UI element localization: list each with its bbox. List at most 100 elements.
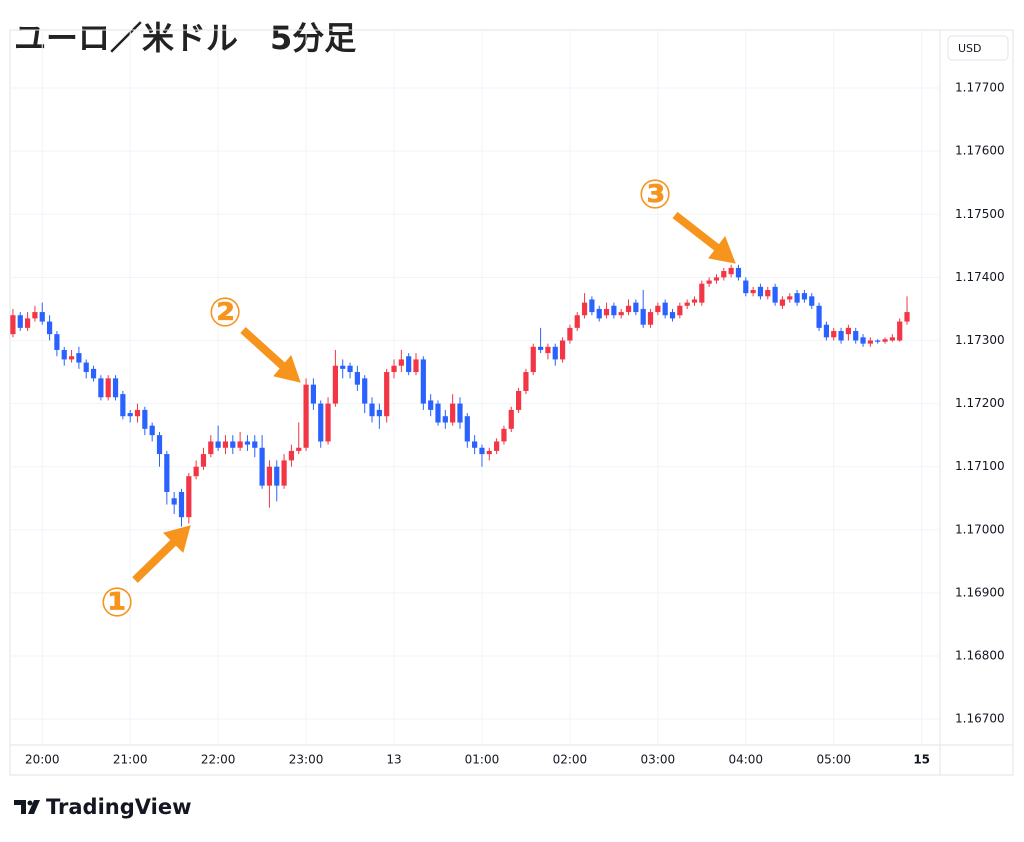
arrow-head [163, 525, 191, 553]
candle-body [61, 349, 67, 360]
candle-body [867, 340, 873, 344]
candle-body [765, 290, 771, 297]
candle-body [310, 384, 317, 404]
candle-body [823, 324, 830, 338]
candle-body [567, 327, 573, 341]
y-tick-label: 1.17000 [955, 522, 1005, 536]
candle-body [200, 454, 207, 467]
candle-body [428, 400, 434, 410]
candle-body [288, 450, 295, 461]
candle-body [156, 435, 163, 455]
candle-body [772, 286, 778, 303]
candle-body [127, 413, 133, 417]
logo-mark [14, 800, 40, 814]
x-tick-label: 20:00 [25, 753, 60, 767]
candle-body [684, 302, 690, 306]
grid [10, 30, 940, 745]
candle-body [581, 302, 588, 316]
candle-body [574, 315, 580, 328]
candle-body [523, 372, 529, 391]
candle-body [435, 403, 441, 423]
y-tick-label: 1.16700 [955, 712, 1005, 726]
candle-body [215, 441, 221, 448]
candle-body [677, 305, 683, 316]
y-tick-label: 1.17200 [955, 396, 1005, 410]
candle-body [406, 356, 412, 373]
candle-body [464, 416, 470, 442]
candle-body [845, 327, 851, 335]
y-tick-label: 1.16900 [955, 585, 1005, 599]
candle-body [259, 447, 265, 486]
candle-body [120, 394, 126, 417]
candle-body [809, 296, 815, 306]
candle-body [472, 441, 478, 448]
candle-body [32, 312, 38, 319]
candle-body [340, 365, 346, 369]
x-tick-label: 15 [913, 753, 930, 767]
y-tick-label: 1.17300 [955, 333, 1005, 347]
annotation: ③ [638, 172, 672, 218]
candle-body [90, 368, 97, 379]
candle-body [860, 337, 866, 344]
annotation: ② [208, 290, 242, 336]
x-tick-label: 01:00 [465, 753, 500, 767]
candle-body [559, 340, 566, 360]
candle-body [46, 321, 53, 335]
x-tick-label: 23:00 [289, 753, 324, 767]
candle-body [633, 302, 639, 313]
arrows [132, 211, 736, 583]
candle-body [420, 359, 426, 404]
candle-body [530, 346, 536, 373]
candle-body [318, 403, 324, 442]
candle-body [332, 365, 338, 404]
candle-body [655, 305, 661, 313]
candle-body [611, 305, 617, 316]
candle-body [801, 293, 808, 300]
candle-body [494, 441, 500, 451]
x-tick-label: 02:00 [553, 753, 588, 767]
candle-body [838, 331, 844, 341]
candle-body [875, 340, 881, 342]
candle-body [457, 403, 463, 423]
candle-body [266, 466, 273, 486]
candle-body [699, 283, 705, 303]
candle-body [376, 409, 382, 417]
x-tick-label: 21:00 [113, 753, 148, 767]
candle-body [134, 409, 141, 417]
candle-body [281, 460, 287, 486]
candle-body [76, 353, 82, 363]
candle-body [39, 312, 45, 322]
candle-body [222, 441, 229, 448]
candle-body [831, 331, 837, 338]
candle-body [230, 441, 236, 448]
arrow-head [708, 235, 736, 264]
candle-body [54, 334, 60, 350]
candle-body [897, 321, 903, 341]
y-tick-label: 1.17100 [955, 459, 1005, 473]
candle-body [450, 403, 456, 423]
candle-body [274, 466, 280, 486]
y-tick-label: 1.17500 [955, 207, 1005, 221]
currency-box[interactable] [947, 35, 1009, 61]
candle-body [625, 305, 632, 313]
candle-body [164, 454, 170, 492]
x-tick-label: 04:00 [728, 753, 763, 767]
candle-body [442, 416, 448, 423]
candle-body [112, 378, 119, 398]
candle-body [728, 267, 734, 275]
candle-body [889, 337, 895, 341]
arrow [240, 327, 288, 371]
candle-body [413, 359, 419, 373]
candle-body [296, 447, 302, 451]
arrow [132, 538, 178, 583]
x-tick-label: 03:00 [641, 753, 676, 767]
chart-title: ユーロ／米ドル 5分足 [14, 19, 356, 57]
brand-name: TradingView [46, 795, 191, 819]
candle-body [596, 308, 602, 319]
candle-body [68, 356, 75, 360]
candle-body [882, 339, 888, 342]
candle-body [398, 359, 404, 366]
candle-body [362, 378, 368, 404]
candle-body [486, 450, 492, 455]
arrow [672, 211, 723, 254]
